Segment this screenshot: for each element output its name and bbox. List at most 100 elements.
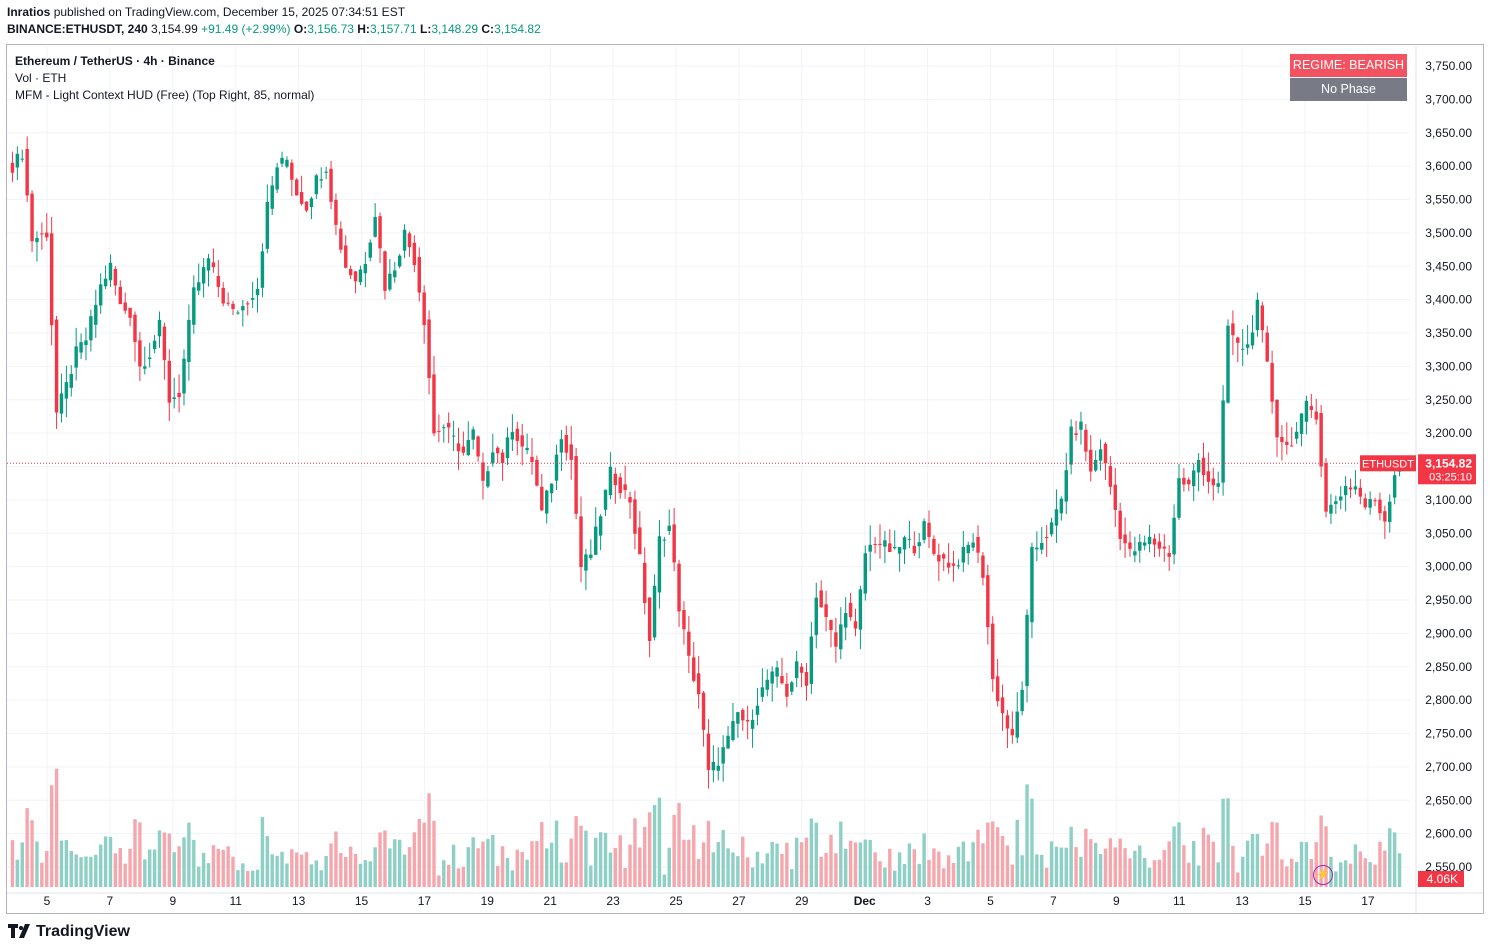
legend-title[interactable]: Ethereum / TetherUS · 4h · Binance: [15, 54, 215, 68]
volume-bar: [628, 844, 632, 887]
legend-indicator[interactable]: MFM - Light Context HUD (Free) (Top Righ…: [15, 88, 315, 102]
volume-bar: [40, 862, 44, 887]
candle-body: [843, 613, 848, 628]
volume-bar: [446, 864, 451, 887]
volume-bar: [25, 808, 29, 887]
candle-body: [692, 657, 696, 681]
candle-body: [951, 563, 956, 566]
volume-bar: [64, 840, 69, 887]
volume-bar: [1079, 856, 1083, 887]
volume-bar: [1358, 851, 1363, 887]
volume-bar: [353, 853, 358, 887]
candle-body: [515, 428, 520, 441]
y-tick-label: 3,650.00: [1425, 126, 1472, 140]
candle-body: [201, 267, 206, 284]
volume-bar: [481, 841, 485, 887]
volume-bar: [564, 862, 569, 887]
volume-bar: [986, 822, 990, 887]
volume-bar: [500, 846, 505, 887]
volume-bar: [206, 863, 211, 887]
candle-body: [1304, 400, 1309, 422]
volume-bar: [344, 856, 348, 887]
y-tick-label: 3,700.00: [1425, 92, 1472, 106]
candle-body: [1275, 399, 1279, 438]
volume-bar: [299, 854, 304, 887]
volume-bar: [1182, 845, 1186, 887]
volume-bar: [1280, 859, 1284, 887]
candle-body: [388, 273, 392, 290]
volume-bar: [1128, 858, 1132, 887]
volume-bar: [373, 847, 377, 887]
volume-bar: [1285, 866, 1289, 887]
candle-body: [912, 545, 917, 554]
volume-bar: [393, 839, 397, 887]
candle-body: [613, 473, 618, 486]
candle-body: [446, 423, 451, 428]
candle-body: [1285, 441, 1289, 445]
candle-body: [427, 319, 431, 379]
candle-body: [986, 575, 990, 628]
volume-bar: [878, 861, 882, 887]
candle-body: [1147, 536, 1152, 545]
candle-body: [956, 565, 961, 567]
volume-bar: [613, 847, 618, 887]
candle-body: [167, 360, 172, 403]
close-value: 3,154.82: [494, 22, 541, 36]
candle-body: [535, 459, 539, 486]
legend-volume[interactable]: Vol · ETH: [15, 71, 67, 85]
volume-bar: [1201, 827, 1206, 887]
volume-bar: [1324, 826, 1328, 887]
volume-bar: [652, 805, 657, 887]
volume-bar: [495, 865, 500, 887]
author-name[interactable]: Inratios: [7, 5, 51, 19]
volume-bar: [182, 837, 186, 887]
volume-bar: [843, 848, 848, 887]
lightning-icon[interactable]: ⚡: [1313, 865, 1333, 885]
y-tick-label: 3,300.00: [1425, 359, 1472, 373]
volume-bar: [618, 835, 622, 887]
candle-body: [966, 544, 970, 554]
candle-body: [598, 516, 603, 536]
candle-body: [696, 673, 701, 695]
volume-bar: [549, 842, 554, 887]
candle-body: [216, 276, 221, 287]
candle-body: [344, 245, 348, 268]
volume-bar: [1108, 838, 1113, 887]
volume-bar: [397, 839, 402, 887]
volume-bar: [1211, 841, 1216, 887]
volume-bar: [951, 862, 956, 887]
volume-bar: [147, 849, 152, 887]
candle-body: [456, 443, 461, 452]
volume-bar: [711, 852, 716, 887]
candle-body: [1270, 363, 1274, 402]
candle-body: [378, 216, 382, 249]
candle-body: [1010, 729, 1015, 736]
volume-bar: [824, 853, 828, 887]
volume-bar: [1025, 784, 1029, 887]
volume-bar: [1152, 860, 1157, 887]
candle-body: [785, 683, 789, 697]
volume-bar: [721, 830, 725, 887]
volume-bar: [378, 832, 382, 887]
volume-bar: [1250, 833, 1255, 887]
candle-body: [495, 447, 500, 454]
volume-bar: [1299, 841, 1304, 887]
volume-bar: [1206, 834, 1211, 887]
x-tick-label: 17: [418, 894, 432, 908]
volume-bar: [1236, 872, 1240, 887]
chart-frame: [6, 44, 1484, 914]
candle-body: [152, 340, 157, 350]
candle-body: [187, 319, 191, 362]
volume-bar: [863, 839, 868, 887]
candle-body: [1231, 323, 1235, 336]
volume-bar: [1265, 843, 1269, 887]
candle-body: [589, 554, 593, 559]
candle-body: [1030, 546, 1034, 623]
volume-bar: [138, 822, 142, 887]
volume-bar: [706, 820, 711, 887]
volume-bar: [1093, 842, 1098, 887]
y-tick-label: 2,850.00: [1425, 660, 1472, 674]
candle-body: [976, 536, 980, 553]
volume-bar: [760, 863, 765, 887]
